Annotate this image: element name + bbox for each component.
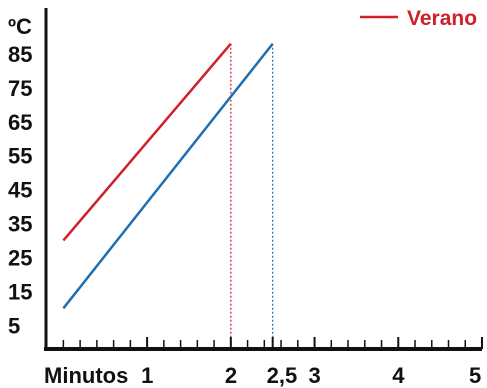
series-lines [62,42,274,310]
legend: Verano [360,7,477,30]
y-tick-label: 45 [8,178,32,203]
x-tick-label: 3 [309,363,321,388]
y-tick-label: 35 [8,212,32,237]
drop-lines [230,43,274,349]
series-line-1 [62,42,232,242]
x-tick-label: 5 [469,363,481,388]
y-tick-label: 75 [8,76,32,101]
y-tick-label: 65 [8,110,32,135]
legend-label: Verano [407,7,477,30]
y-tick-label: 55 [8,144,32,169]
x-tick-label: 2,5 [267,363,298,388]
x-tick-label: 1 [141,363,153,388]
x-tick-labels: 1 2 2,5 3 4 5 [141,363,481,388]
series-line-2 [62,42,274,310]
y-tick-label: 25 [8,245,32,270]
y-tick-label: 5 [8,313,20,338]
x-axis-label: Minutos [44,363,128,388]
axes [44,8,482,351]
y-tick-label: 15 [8,279,32,304]
y-axis-label: ºC [8,14,32,39]
x-ticks [62,337,483,349]
x-tick-label: 2 [225,363,237,388]
y-tick-label: 85 [8,42,32,67]
y-tick-labels: 5 15 25 35 45 55 65 75 85 [8,42,32,338]
x-tick-label: 4 [392,363,405,388]
